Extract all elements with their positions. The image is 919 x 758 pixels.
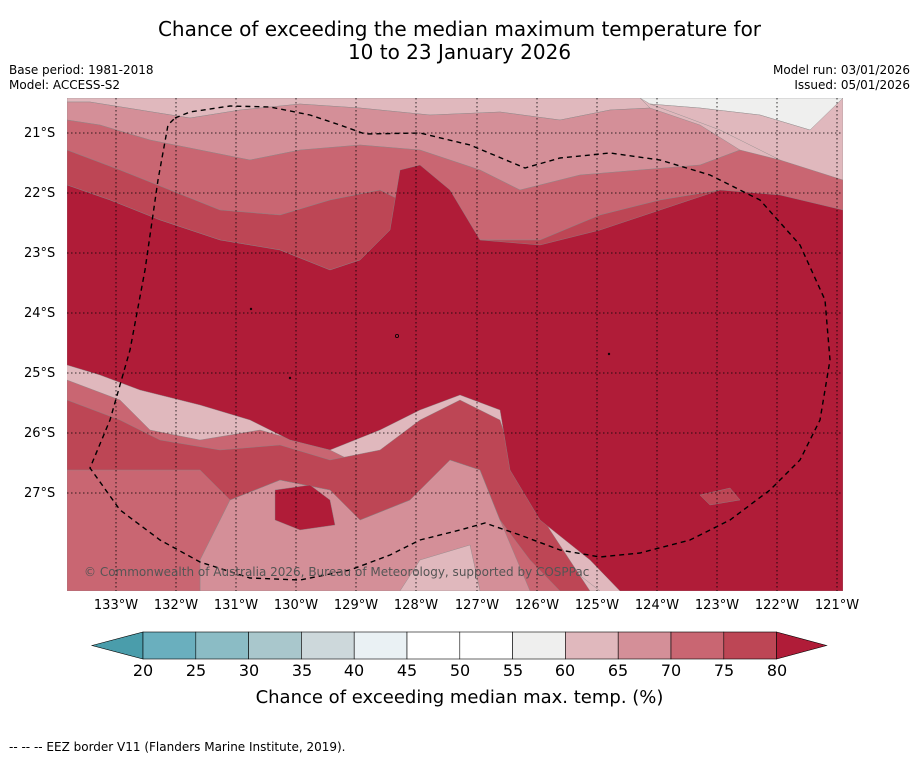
colorbar-tick: 55 [502, 661, 524, 680]
colorbar-segment [195, 631, 249, 660]
lat-label: 24°S [24, 306, 56, 321]
lat-label: 23°S [24, 246, 56, 261]
colorbar-segment [512, 631, 566, 660]
lat-label: 26°S [24, 426, 56, 441]
lon-label: 127°W [454, 598, 500, 613]
colorbar-segment [142, 631, 197, 660]
copyright-notice: © Commonwealth of Australia 2026, Bureau… [84, 565, 590, 579]
lon-label: 132°W [153, 598, 199, 613]
colorbar [90, 631, 828, 660]
map-plot-area [67, 98, 843, 591]
lon-label: 125°W [574, 598, 620, 613]
colorbar-segment [670, 631, 725, 660]
lon-label: 133°W [93, 598, 139, 613]
lat-label: 25°S [24, 366, 56, 381]
colorbar-segment [353, 631, 408, 660]
lon-label: 129°W [333, 598, 379, 613]
lon-label: 128°W [393, 598, 439, 613]
lat-label: 27°S [24, 486, 56, 501]
model-name: Model: ACCESS-S2 [9, 78, 121, 92]
contour-80-plus-core [67, 164, 843, 591]
colorbar-tick: 35 [291, 661, 313, 680]
colorbar-extend-high [776, 631, 828, 660]
meta-left: Base period: 1981-2018 Model: ACCESS-S2 [9, 63, 154, 93]
colorbar-tick: 70 [660, 661, 682, 680]
colorbar-segment [248, 631, 302, 660]
colorbar-tick: 40 [343, 661, 365, 680]
lat-label: 21°S [24, 126, 56, 141]
colorbar-label: Chance of exceeding median max. temp. (%… [255, 687, 664, 708]
lon-label: 131°W [213, 598, 259, 613]
contour-75-80-bottom [67, 399, 591, 591]
colorbar-tick: 65 [607, 661, 629, 680]
contour-80-plus-patch [274, 484, 336, 531]
title-line-2: 10 to 23 January 2026 [347, 40, 572, 64]
colorbar-segment [723, 631, 777, 660]
base-period: Base period: 1981-2018 [9, 63, 154, 77]
lon-label: 123°W [694, 598, 740, 613]
lat-label: 22°S [24, 186, 56, 201]
colorbar-segment [617, 631, 672, 660]
lon-label: 130°W [273, 598, 319, 613]
issued-date: Issued: 05/01/2026 [794, 78, 910, 92]
lon-label: 121°W [814, 598, 860, 613]
title-line-1: Chance of exceeding the median maximum t… [157, 17, 762, 41]
colorbar-tick: 45 [396, 661, 418, 680]
colorbar-tick: 25 [185, 661, 207, 680]
colorbar-segment [406, 631, 461, 660]
chart-title: Chance of exceeding the median maximum t… [0, 18, 919, 64]
colorbar-segment [459, 631, 513, 660]
meta-right: Model run: 03/01/2026 Issued: 05/01/2026 [773, 63, 910, 93]
lon-label: 124°W [634, 598, 680, 613]
colorbar-tick: 30 [238, 661, 260, 680]
colorbar-tick: 80 [766, 661, 788, 680]
eez-footnote: -- -- -- EEZ border V11 (Flanders Marine… [9, 740, 346, 754]
map-grid [67, 98, 843, 591]
colorbar-extend-low [90, 631, 144, 660]
colorbar-tick: 75 [713, 661, 735, 680]
colorbar-tick: 20 [132, 661, 154, 680]
contour-75-80-patch-right [699, 487, 741, 506]
islands [249, 307, 611, 380]
eez-border [89, 105, 831, 581]
model-run: Model run: 03/01/2026 [772, 63, 910, 77]
colorbar-segment [301, 631, 355, 660]
colorbar-segment [565, 631, 619, 660]
lon-label: 122°W [754, 598, 800, 613]
lon-label: 126°W [514, 598, 560, 613]
colorbar-tick: 50 [449, 661, 471, 680]
colorbar-tick: 60 [554, 661, 576, 680]
